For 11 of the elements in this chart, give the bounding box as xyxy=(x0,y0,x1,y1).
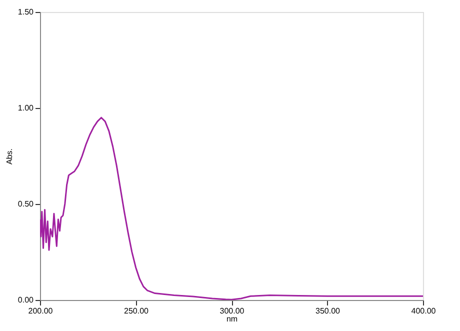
x-tick-label: 250.00 xyxy=(124,306,150,316)
x-axis-title: nm xyxy=(226,314,238,324)
x-tick-label: 200.00 xyxy=(28,306,54,316)
y-tick-label: 0.50 xyxy=(18,200,34,208)
x-tick-label: 400.00 xyxy=(411,306,436,316)
x-tick-label: 300.00 xyxy=(220,306,245,316)
x-tick-label: 350.00 xyxy=(316,306,341,316)
y-axis-title: Abs. xyxy=(4,148,14,165)
y-tick-label: 1.50 xyxy=(18,8,34,16)
y-tick-label: 0.00 xyxy=(18,296,34,304)
y-tick-label: 1.00 xyxy=(18,104,34,112)
